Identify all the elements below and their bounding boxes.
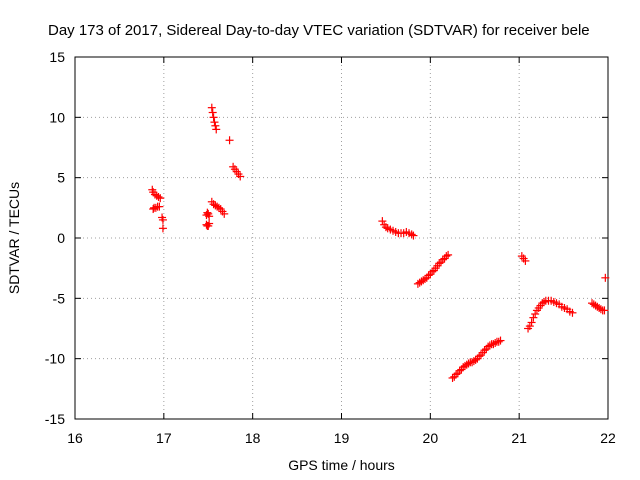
x-tick-label: 20 [423, 430, 439, 446]
data-point [208, 108, 217, 117]
data-point [531, 310, 540, 319]
y-tick-label: 15 [49, 49, 65, 65]
data-point [407, 230, 416, 239]
data-point [525, 322, 534, 331]
data-point [207, 103, 216, 112]
data-points [148, 103, 610, 382]
data-point [428, 267, 437, 276]
data-point [210, 118, 219, 127]
data-point [485, 341, 494, 350]
data-point [225, 136, 234, 145]
y-tick-label: 5 [57, 170, 65, 186]
y-tick-label: 0 [57, 230, 65, 246]
data-point [409, 231, 418, 240]
data-point [205, 219, 214, 228]
data-point [158, 215, 167, 224]
data-point [601, 273, 610, 282]
data-point [155, 202, 164, 211]
data-point [151, 203, 160, 212]
data-point [491, 338, 500, 347]
x-tick-label: 19 [334, 430, 350, 446]
data-point [209, 113, 218, 122]
data-point [480, 346, 489, 355]
data-point [203, 208, 212, 217]
y-tick-label: 10 [49, 109, 65, 125]
data-point [381, 223, 390, 232]
data-point [444, 250, 453, 259]
data-point [378, 217, 387, 226]
x-tick-label: 21 [511, 430, 527, 446]
x-tick-label: 16 [67, 430, 83, 446]
data-point [527, 318, 536, 327]
data-point [596, 305, 605, 314]
data-point [475, 352, 484, 361]
data-point [158, 224, 167, 233]
x-tick-label: 17 [156, 430, 172, 446]
data-point [464, 359, 473, 368]
x-tick-label: 18 [245, 430, 261, 446]
data-point [214, 203, 223, 212]
data-point [496, 336, 505, 345]
data-point [211, 121, 220, 130]
data-point [156, 194, 165, 203]
x-tick-label: 22 [600, 430, 616, 446]
data-point [455, 366, 464, 375]
y-tick-label: -15 [45, 411, 65, 427]
data-point [212, 125, 221, 134]
y-tick-labels: -15 -10 -5 0 5 10 15 [45, 49, 65, 427]
data-point [424, 271, 433, 280]
data-point [521, 256, 530, 265]
x-tick-labels: 16 17 18 19 20 21 22 [67, 430, 616, 446]
data-point [448, 373, 457, 382]
data-point [438, 255, 447, 264]
grid-lines [75, 57, 608, 419]
data-point [452, 370, 461, 379]
data-point [205, 212, 214, 221]
data-point [154, 192, 163, 201]
data-point [600, 306, 609, 315]
data-point [568, 308, 577, 317]
data-point [540, 297, 549, 306]
data-point [442, 252, 451, 261]
y-tick-label: -10 [45, 351, 65, 367]
y-tick-label: -5 [53, 290, 66, 306]
data-point [421, 275, 430, 284]
data-point [220, 209, 229, 218]
data-point [471, 355, 480, 364]
axis-ticks [74, 56, 609, 420]
x-axis-label: GPS time / hours [288, 457, 395, 473]
data-point [236, 172, 245, 181]
data-point [494, 337, 503, 346]
chart-title: Day 173 of 2017, Sidereal Day-to-day VTE… [48, 22, 590, 39]
y-axis-label: SDTVAR / TECUs [6, 182, 22, 294]
data-point [529, 313, 538, 322]
data-point [435, 259, 444, 268]
